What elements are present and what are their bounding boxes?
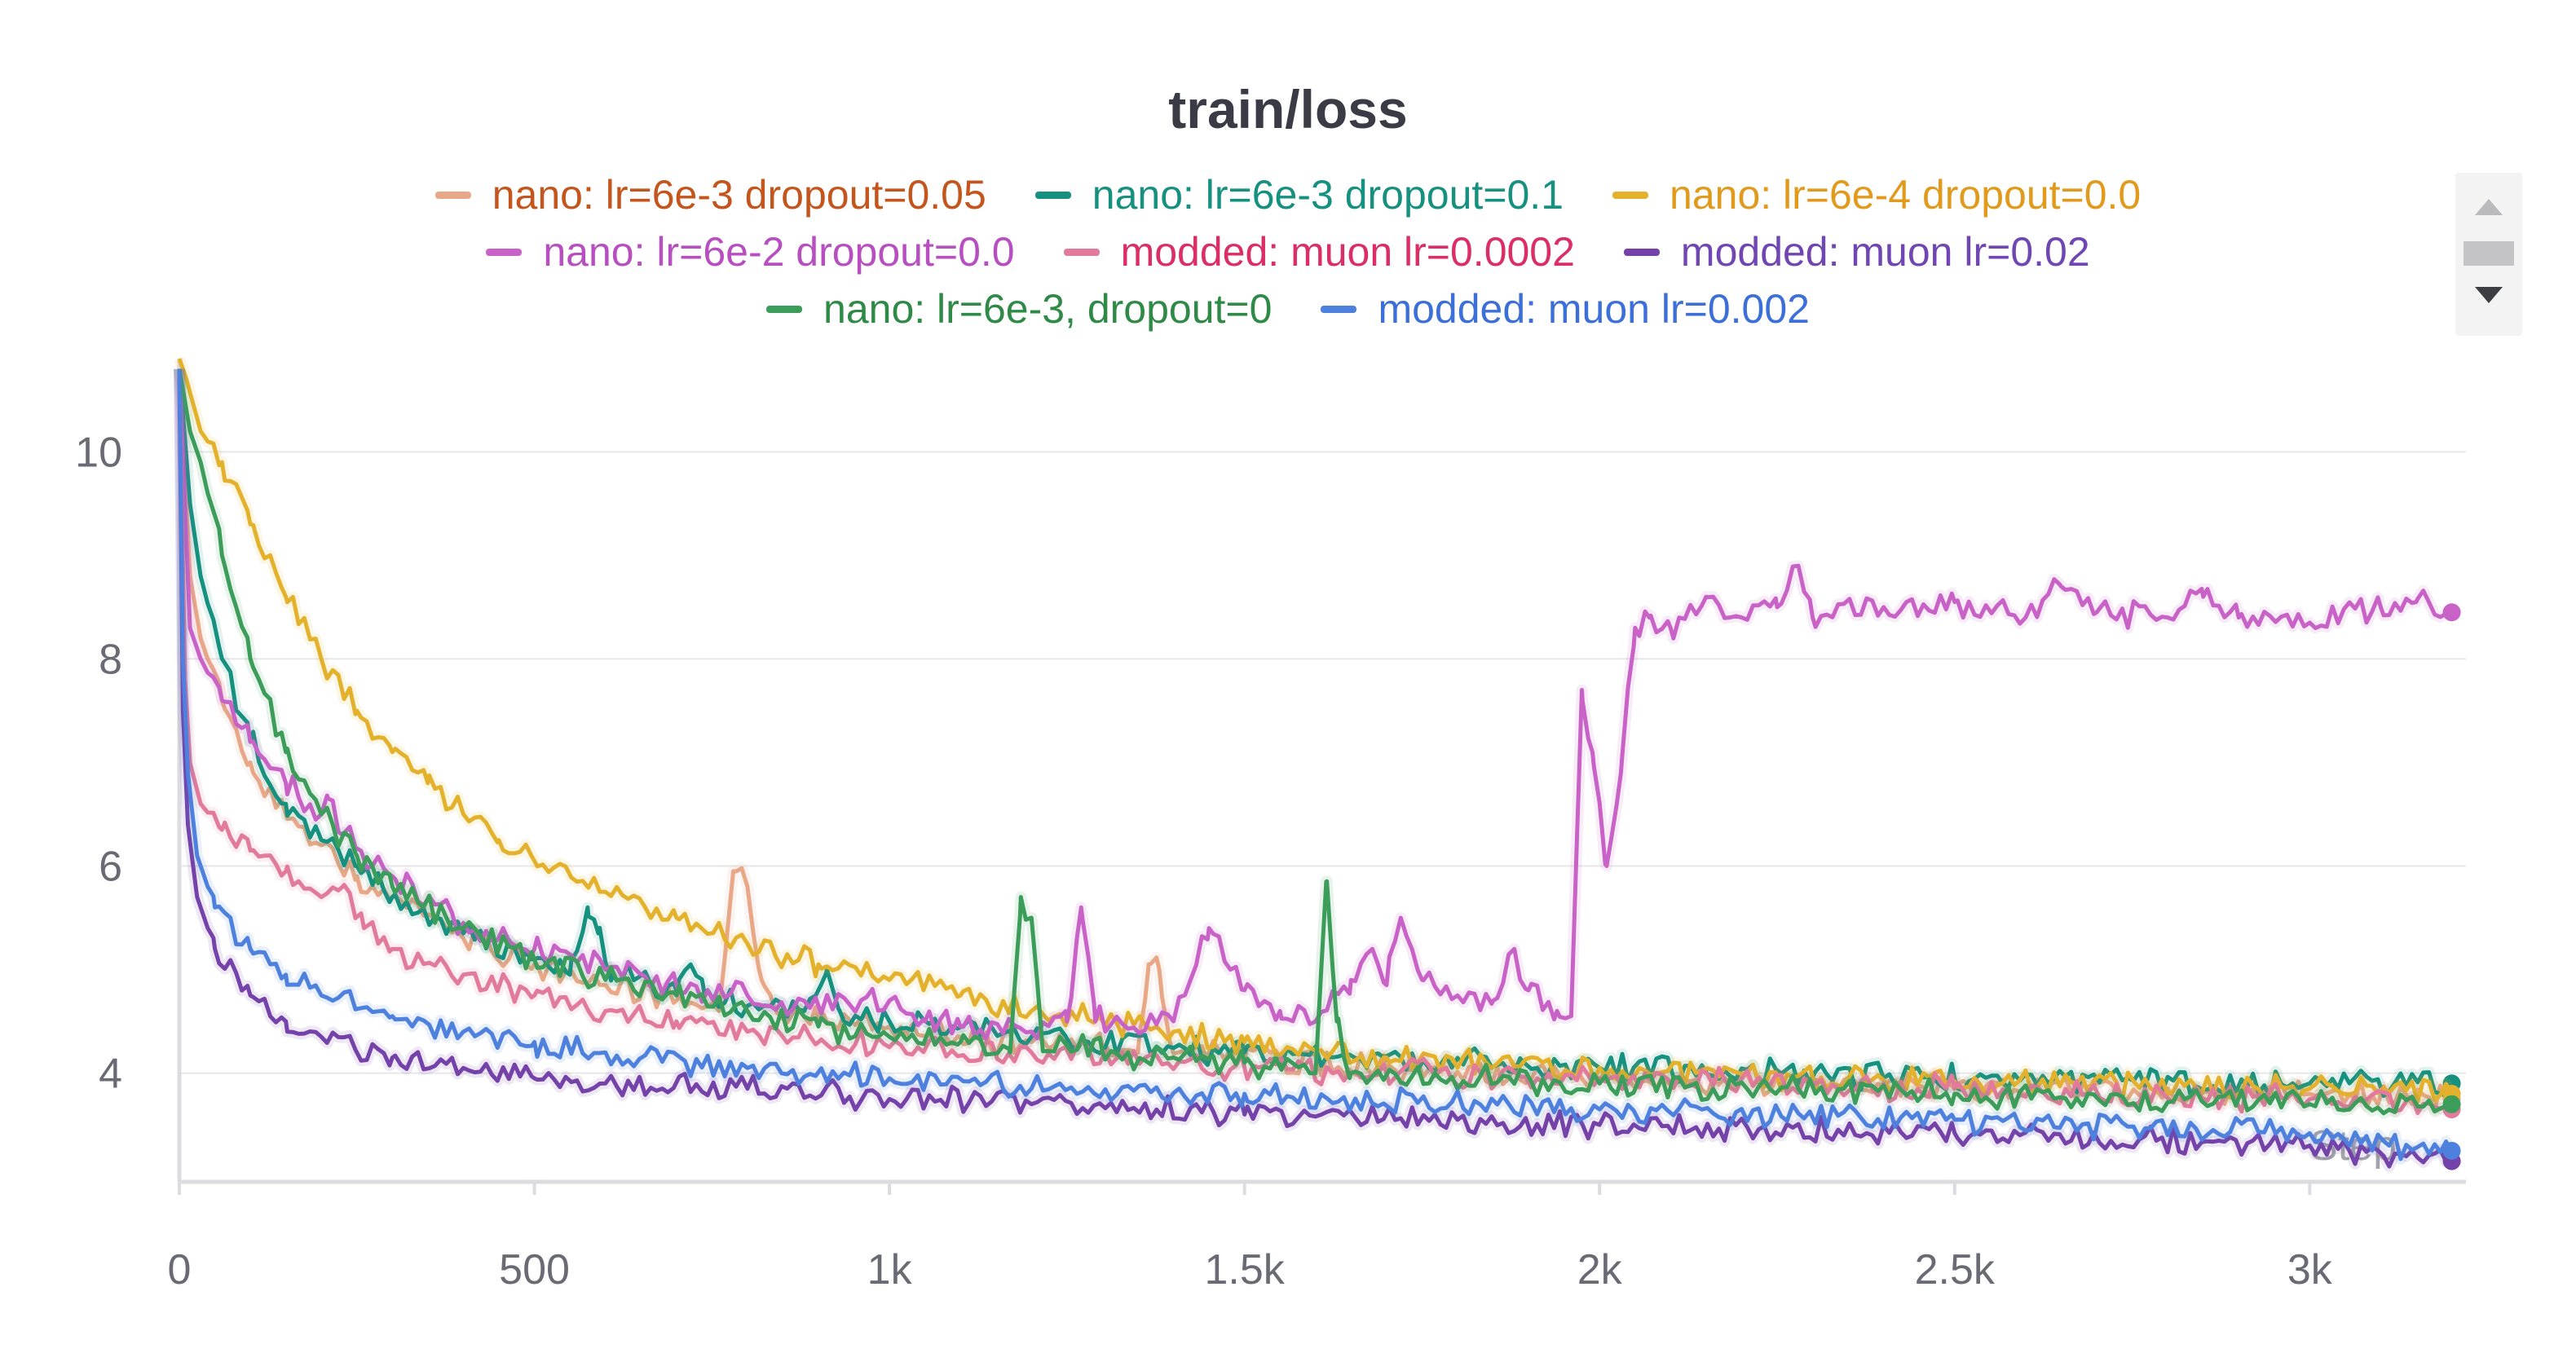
legend-label: modded: muon lr=0.0002 xyxy=(1120,229,1575,275)
legend-label: nano: lr=6e-4 dropout=0.0 xyxy=(1670,172,2142,218)
legend-swatch xyxy=(1321,305,1357,313)
legend-swatch xyxy=(434,191,471,199)
y-tick-label: 4 xyxy=(99,1051,122,1098)
scroll-thumb[interactable] xyxy=(2464,241,2514,266)
legend-swatch xyxy=(486,248,523,256)
series-line xyxy=(177,368,2452,1169)
legend-item[interactable]: modded: muon lr=0.002 xyxy=(1321,285,1810,333)
legend-item[interactable]: nano: lr=6e-3 dropout=0.1 xyxy=(1034,171,1564,218)
x-tick-label: 3k xyxy=(2287,1246,2333,1294)
legend-item[interactable]: nano: lr=6e-3, dropout=0 xyxy=(766,285,1272,333)
scroll-down-icon[interactable] xyxy=(2475,287,2503,303)
legend-row: nano: lr=6e-3, dropout=0 modded: muon lr=… xyxy=(0,285,2576,333)
legend-item[interactable]: nano: lr=6e-4 dropout=0.0 xyxy=(1612,171,2141,218)
legend-row: nano: lr=6e-3 dropout=0.05 nano: lr=6e-3 … xyxy=(0,171,2576,218)
legend-item[interactable]: nano: lr=6e-2 dropout=0.0 xyxy=(486,228,1015,275)
legend-label: nano: lr=6e-2 dropout=0.0 xyxy=(543,229,1015,275)
legend-scroller[interactable] xyxy=(2455,173,2522,336)
legend-item[interactable]: modded: muon lr=0.0002 xyxy=(1063,228,1575,275)
x-tick-label: 1k xyxy=(867,1246,913,1294)
legend-swatch xyxy=(1623,248,1660,256)
x-tick-label: 2k xyxy=(1577,1246,1623,1294)
y-tick-label: 8 xyxy=(99,636,122,683)
series-end-point xyxy=(2442,603,2461,622)
legend-label: nano: lr=6e-3, dropout=0 xyxy=(823,286,1273,332)
series-line xyxy=(177,368,2454,1161)
axes: 4 6 8 10 0 500 1k 1.5k 2k 2.5k 3k xyxy=(75,359,2466,1294)
scroll-up-icon[interactable] xyxy=(2475,199,2503,215)
legend-swatch xyxy=(1612,191,1649,199)
series-2 xyxy=(174,356,2461,1108)
series-7 xyxy=(174,368,2461,1165)
x-tick-label: 1.5k xyxy=(1205,1246,1286,1294)
series-line xyxy=(177,368,2453,1116)
x-tick-label: 2.5k xyxy=(1915,1246,1996,1294)
series-6 xyxy=(174,368,2461,1119)
legend-label: nano: lr=6e-3 dropout=0.1 xyxy=(1092,172,1564,218)
legend-label: modded: muon lr=0.02 xyxy=(1680,229,2090,275)
x-tick-label: 500 xyxy=(499,1246,570,1294)
chart-title: train/loss xyxy=(1168,79,1408,139)
legend-label: modded: muon lr=0.002 xyxy=(1378,286,1810,332)
legend-label: nano: lr=6e-3 dropout=0.05 xyxy=(492,172,986,218)
legend-swatch xyxy=(1063,248,1100,256)
series-end-point xyxy=(2442,1141,2461,1160)
y-tick-label: 10 xyxy=(75,429,122,476)
legend-row: nano: lr=6e-2 dropout=0.0 modded: muon lr… xyxy=(0,228,2576,275)
legend-swatch xyxy=(1034,191,1071,199)
series-end-point xyxy=(2442,1095,2461,1113)
legend-item[interactable]: modded: muon lr=0.02 xyxy=(1623,228,2090,275)
x-tick-label: 0 xyxy=(168,1246,192,1294)
legend-item[interactable]: nano: lr=6e-3 dropout=0.05 xyxy=(434,171,986,218)
series-lines xyxy=(174,356,2461,1173)
series-line xyxy=(177,358,2454,1104)
y-tick-label: 6 xyxy=(99,844,122,891)
legend-swatch xyxy=(766,305,803,313)
